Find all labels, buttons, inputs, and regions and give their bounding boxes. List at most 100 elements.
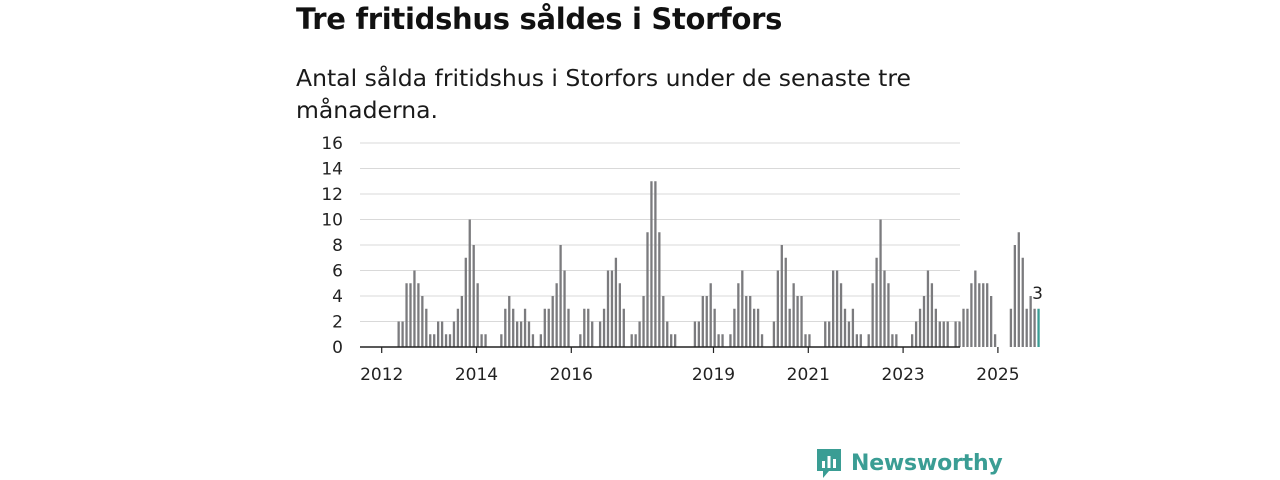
bar: [974, 270, 977, 347]
chart-title: Tre fritidshus såldes i Storfors: [296, 2, 783, 36]
bar: [547, 308, 550, 347]
bar: [745, 296, 748, 347]
bar: [800, 296, 803, 347]
bar: [697, 321, 700, 347]
bar: [749, 296, 752, 347]
bar: [990, 296, 993, 347]
bar: [606, 270, 610, 347]
bar: [824, 321, 827, 347]
data-label-latest: 3: [1032, 284, 1043, 304]
bars: [397, 181, 1040, 347]
bar: [460, 296, 463, 347]
bar: [946, 321, 949, 347]
bar: [883, 270, 886, 347]
bar: [808, 334, 811, 347]
bar: [425, 308, 428, 347]
bar: [855, 334, 858, 347]
bar: [993, 334, 997, 347]
bar: [954, 321, 957, 347]
bar: [444, 334, 448, 347]
bar: [938, 321, 941, 347]
bar: [610, 270, 614, 347]
bar: [516, 321, 519, 347]
bar: [504, 308, 507, 347]
bar: [658, 232, 661, 347]
x-tick-label: 2025: [976, 365, 1019, 385]
bar: [986, 283, 989, 347]
bar: [729, 334, 732, 347]
bar: [579, 334, 582, 347]
x-tick-label: 2021: [787, 365, 830, 385]
bar: [508, 296, 511, 347]
bar: [638, 321, 641, 347]
bar: [970, 283, 973, 347]
bar: [887, 283, 890, 347]
x-tick-label: 2023: [881, 365, 924, 385]
bar: [776, 270, 779, 347]
x-tick-label: 2012: [360, 365, 403, 385]
bar: [780, 245, 783, 347]
bar: [958, 321, 961, 347]
bar: [527, 321, 531, 347]
bar: [1025, 308, 1028, 347]
data-labels: 3: [1032, 284, 1043, 304]
bar: [539, 334, 542, 347]
bar: [452, 321, 456, 347]
bar: [1029, 296, 1032, 347]
bar: [922, 296, 926, 347]
bar: [741, 270, 744, 347]
bar: [930, 283, 934, 347]
bar: [705, 296, 708, 347]
bar: [1021, 257, 1024, 347]
bar: [480, 334, 483, 347]
bar: [500, 334, 503, 347]
bar: [417, 283, 420, 347]
bar: [634, 334, 637, 347]
bar: [401, 321, 404, 347]
chart-subtitle: Antal sålda fritidshus i Storfors under …: [296, 64, 911, 124]
bar: [602, 308, 606, 347]
bar: [555, 283, 558, 347]
bar: [662, 296, 665, 347]
bar: [614, 257, 618, 347]
bar: [760, 334, 764, 347]
bar: [622, 308, 625, 347]
bar: [484, 334, 487, 347]
bar: [587, 308, 590, 347]
bar: [409, 283, 412, 347]
newsworthy-logo: Newsworthy: [815, 447, 1003, 479]
y-tick-label: 2: [332, 313, 343, 333]
bar: [851, 308, 855, 347]
bar: [966, 308, 969, 347]
bar: [464, 257, 467, 347]
bar: [843, 308, 847, 347]
y-tick-label: 14: [321, 160, 343, 180]
bar: [476, 283, 479, 347]
y-tick-label: 0: [332, 338, 343, 358]
bar: [559, 245, 562, 347]
bar: [772, 321, 776, 347]
y-tick-label: 6: [332, 262, 343, 282]
bar: [832, 270, 835, 347]
bar: [982, 283, 985, 347]
bar: [563, 270, 566, 347]
bar: [1009, 308, 1013, 347]
bar: [701, 296, 704, 347]
newsworthy-logo-icon: [817, 449, 841, 478]
bar-highlighted: [1037, 308, 1040, 347]
bar: [918, 308, 922, 347]
bar: [405, 283, 408, 347]
y-axis-ticks: 0 2 4 6 8 10 12 14 16: [321, 134, 343, 358]
bar: [456, 308, 460, 347]
bar: [433, 334, 436, 347]
bar: [792, 283, 795, 347]
bar: [1013, 245, 1016, 347]
brand-name: Newsworthy: [851, 450, 1003, 476]
bar: [847, 321, 851, 347]
bar: [630, 334, 633, 347]
x-tick-label: 2016: [550, 365, 593, 385]
bar: [753, 308, 756, 347]
bar: [1017, 232, 1020, 347]
bar: [642, 296, 645, 347]
